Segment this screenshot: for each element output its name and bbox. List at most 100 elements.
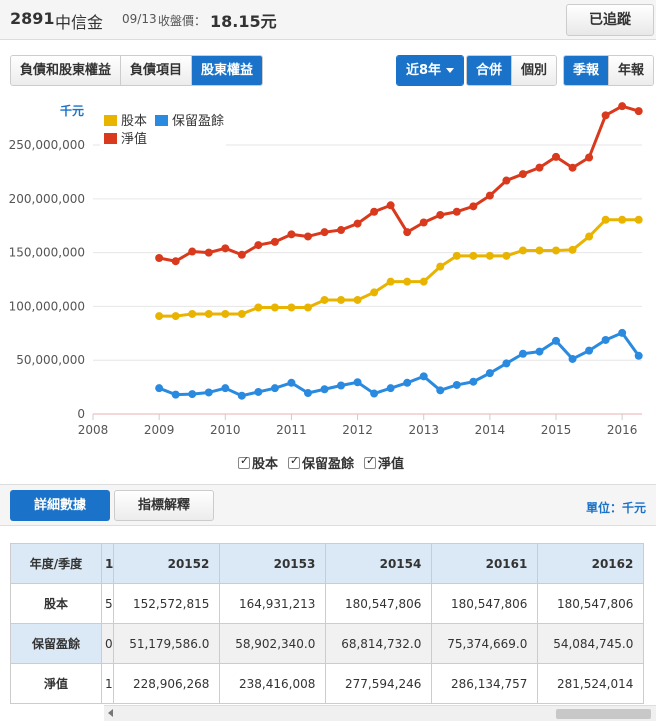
table-column-header: 1 xyxy=(100,543,115,584)
data-point xyxy=(155,254,164,262)
data-point xyxy=(485,251,494,260)
x-tick-label: 2008 xyxy=(78,423,109,437)
scroll-thumb[interactable] xyxy=(556,709,651,719)
data-point xyxy=(452,251,461,260)
category-tabs: 負債和股東權益 負債項目 股東權益 xyxy=(10,55,264,86)
data-point xyxy=(155,312,164,321)
x-tick-label: 2015 xyxy=(541,423,572,437)
table-column-header: 20153 xyxy=(219,543,327,584)
toggle-retained[interactable]: 保留盈餘 xyxy=(288,453,354,472)
y-tick-label: 250,000,000 xyxy=(9,138,85,152)
data-point xyxy=(601,215,610,224)
quarterly-button[interactable]: 季報 xyxy=(564,56,610,85)
individual-button[interactable]: 個別 xyxy=(512,56,557,85)
table-cell: 286,134,757 xyxy=(431,663,539,704)
tab-liabilities-equity[interactable]: 負債和股東權益 xyxy=(11,56,122,85)
data-point xyxy=(403,378,412,387)
data-point xyxy=(518,246,527,255)
data-point xyxy=(270,384,279,393)
data-point xyxy=(518,349,527,358)
data-point xyxy=(237,309,246,318)
legend-retained[interactable]: 保留盈餘 xyxy=(155,110,224,129)
table-column-header: 20152 xyxy=(113,543,221,584)
scroll-left-arrow-icon[interactable] xyxy=(108,709,113,717)
data-point xyxy=(204,248,213,257)
table-column-header: 20161 xyxy=(431,543,539,584)
data-point xyxy=(518,170,527,179)
close-date: 09/13 xyxy=(122,12,157,26)
data-point xyxy=(403,228,412,237)
data-point xyxy=(287,230,296,239)
legend-equity[interactable]: 淨值 xyxy=(104,128,147,147)
data-point xyxy=(270,303,279,312)
data-point xyxy=(601,111,610,120)
data-point xyxy=(452,380,461,389)
y-tick-label: 50,000,000 xyxy=(16,353,85,367)
indicator-explain-button[interactable]: 指標解釋 xyxy=(114,490,214,521)
equity-table: 年度/季度 1 20152 20153 20154 20161 20162 股本… xyxy=(10,543,645,704)
detail-data-button[interactable]: 詳細數據 xyxy=(10,490,110,521)
table-cell: 164,931,213 xyxy=(219,583,327,624)
data-point xyxy=(221,309,230,318)
checkbox-icon[interactable] xyxy=(288,454,301,469)
equity-line-chart: 0 50,000,000 100,000,000 150,000,000 200,000… xyxy=(9,102,643,437)
annual-button[interactable]: 年報 xyxy=(609,56,654,85)
data-point xyxy=(419,277,428,286)
data-point xyxy=(535,163,544,172)
table-cell: 75,374,669.0 xyxy=(431,623,539,664)
toggle-equity-label: 淨值 xyxy=(378,457,405,472)
chart-legend: 股本 保留盈餘 淨值 xyxy=(100,108,226,147)
data-point xyxy=(535,347,544,356)
tab-equity[interactable]: 股東權益 xyxy=(192,56,263,85)
data-point xyxy=(188,390,197,399)
data-point xyxy=(634,107,643,116)
checkbox-icon[interactable] xyxy=(364,454,377,469)
legend-capital[interactable]: 股本 xyxy=(104,110,147,129)
data-point xyxy=(188,247,197,256)
data-point xyxy=(568,163,577,172)
consolidated-button[interactable]: 合併 xyxy=(467,56,513,85)
range-dropdown[interactable]: 近8年 xyxy=(396,55,465,86)
range-select-label: 近8年 xyxy=(406,63,442,78)
legend-capital-label: 股本 xyxy=(121,114,148,129)
toggle-equity[interactable]: 淨值 xyxy=(364,453,404,472)
data-point xyxy=(469,202,478,211)
y-tick-label: 0 xyxy=(77,407,85,421)
data-point xyxy=(270,237,279,246)
table-cell: 152,572,815 xyxy=(113,583,221,624)
series-line-2 xyxy=(158,104,640,263)
data-point xyxy=(386,384,395,393)
table-horizontal-scrollbar[interactable] xyxy=(104,705,656,721)
data-point xyxy=(419,372,428,381)
row-label: 保留盈餘 xyxy=(10,623,102,664)
data-point xyxy=(618,328,627,337)
data-point xyxy=(585,153,594,162)
table-cell: 180,547,806 xyxy=(431,583,539,624)
x-tick-label: 2016 xyxy=(607,423,638,437)
series-line-1 xyxy=(158,331,640,398)
data-point xyxy=(171,257,180,266)
checkbox-icon[interactable] xyxy=(238,454,250,469)
data-point xyxy=(370,389,379,398)
data-point xyxy=(618,102,627,111)
toggle-capital[interactable]: 股本 xyxy=(238,453,278,472)
data-point xyxy=(337,295,346,304)
range-select[interactable]: 近8年 xyxy=(397,56,464,85)
tab-liabilities[interactable]: 負債項目 xyxy=(121,56,193,85)
track-button[interactable]: 已追蹤 xyxy=(566,4,654,36)
data-point xyxy=(188,309,197,318)
data-point xyxy=(436,386,445,395)
y-tick-label: 100,000,000 xyxy=(9,299,85,313)
data-point xyxy=(585,346,594,355)
data-point xyxy=(337,381,346,390)
table-cell: 180,547,806 xyxy=(325,583,433,624)
legend-swatch-equity xyxy=(104,133,117,144)
row-label: 淨值 xyxy=(10,663,102,704)
table-cell: 58,902,340.0 xyxy=(219,623,327,664)
legend-retained-label: 保留盈餘 xyxy=(172,114,225,129)
y-tick-label: 200,000,000 xyxy=(9,192,85,206)
data-point xyxy=(634,351,643,360)
data-point xyxy=(320,295,329,304)
table-cell: 0 xyxy=(100,623,115,664)
x-tick-label: 2012 xyxy=(342,423,373,437)
